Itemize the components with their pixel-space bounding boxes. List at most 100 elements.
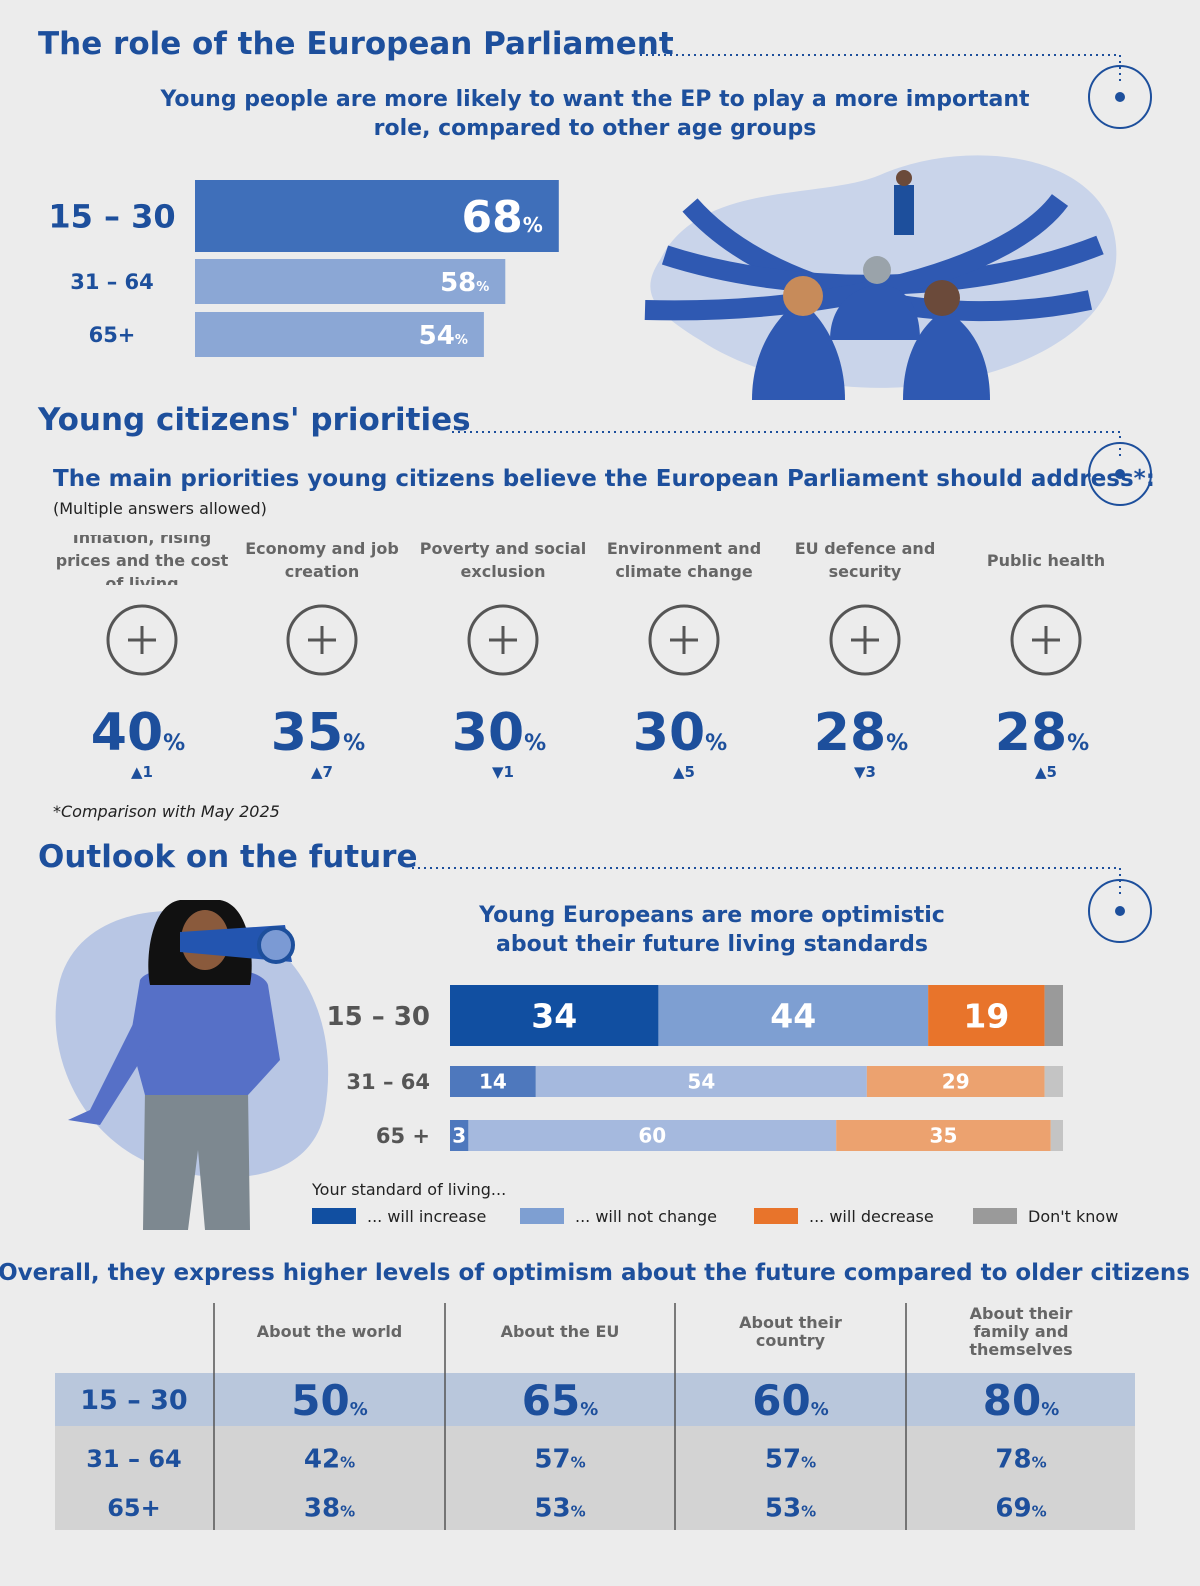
table-value: 80% — [983, 1376, 1060, 1425]
column-header-box: About the world — [257, 1323, 403, 1341]
segment-value: 29 — [942, 1070, 970, 1094]
table-value: 42% — [304, 1444, 355, 1474]
table-value-number: 42 — [304, 1444, 340, 1474]
table-title: Overall, they express higher levels of o… — [0, 1260, 1190, 1286]
priority-icon — [1010, 604, 1082, 676]
icon-shape — [670, 626, 698, 654]
table-value-number: 65 — [522, 1376, 580, 1425]
bar — [195, 180, 559, 252]
column-header-box: About their country — [739, 1313, 842, 1350]
segment-value: 35 — [930, 1124, 958, 1148]
segment-value: 19 — [963, 996, 1009, 1035]
category-label-box: Poverty and social exclusion — [419, 539, 587, 581]
table-value-unit: % — [811, 1399, 829, 1420]
bar-segment — [866, 1066, 1045, 1097]
icon-shape — [1010, 604, 1082, 676]
bar-segment — [450, 1066, 536, 1097]
priority-value: 30% — [633, 703, 727, 763]
segment-value: 3 — [452, 1124, 466, 1148]
bar-value-unit: % — [455, 333, 468, 348]
bar-segment — [928, 985, 1045, 1046]
priority-value-number: 40 — [91, 703, 163, 763]
category-label: 65 + — [376, 1124, 430, 1148]
legend-label: ... will not change — [575, 1207, 717, 1226]
priority-value-number: 30 — [452, 703, 524, 763]
row-label: 31 – 64 — [86, 1445, 182, 1473]
priority-value-unit: % — [705, 731, 727, 756]
table-value-number: 60 — [752, 1376, 810, 1425]
bar-value-unit: % — [523, 213, 543, 237]
ornaments — [412, 54, 1152, 943]
bar-value: 58% — [440, 268, 489, 298]
bar-segment — [658, 985, 929, 1046]
priority-icon — [286, 604, 358, 676]
legend-label: ... will decrease — [809, 1207, 934, 1226]
bar-segment — [535, 1066, 867, 1097]
column-header: About their country — [739, 1313, 842, 1350]
table-value-number: 78 — [995, 1444, 1031, 1474]
chart-subtitle-box: Young Europeans are more optimistic abou… — [479, 903, 945, 957]
priority-change: ▼3 — [854, 763, 876, 781]
priority-value-unit: % — [343, 731, 365, 756]
priority-change: ▲5 — [1035, 763, 1057, 781]
category-label-box: Inflation, rising prices and the cost of… — [55, 535, 229, 585]
table-value-number: 69 — [995, 1493, 1031, 1523]
table-value-number: 80 — [983, 1376, 1041, 1425]
category-label: 31 – 64 — [346, 1070, 430, 1094]
category-label-box: Economy and job creation — [245, 539, 399, 581]
table-value: 38% — [304, 1493, 355, 1523]
row-label: 15 – 30 — [80, 1385, 187, 1416]
priority-icon — [829, 604, 901, 676]
table-value: 65% — [522, 1376, 599, 1425]
bar-value-number: 68 — [462, 192, 523, 243]
icon-shape — [308, 626, 336, 654]
icon-shape — [128, 626, 156, 654]
table-value: 69% — [995, 1493, 1046, 1523]
table-value-number: 53 — [765, 1493, 801, 1523]
category-label: 65+ — [89, 323, 136, 347]
table-value: 60% — [752, 1376, 829, 1425]
table-value-unit: % — [571, 1453, 586, 1471]
category-label: EU defence and security — [794, 539, 936, 581]
priority-value-number: 35 — [271, 703, 343, 763]
legend-label: ... will increase — [367, 1207, 486, 1226]
segment-value: 54 — [687, 1070, 715, 1094]
priority-icon — [467, 604, 539, 676]
category-label: Public health — [986, 550, 1106, 570]
row-bg — [55, 1373, 1135, 1426]
bar-segment — [836, 1120, 1051, 1151]
bar — [195, 312, 484, 357]
priority-change: ▲7 — [311, 763, 333, 781]
icon-shape — [851, 626, 879, 654]
category-label: 15 – 30 — [327, 1002, 430, 1032]
icon-shape — [648, 604, 720, 676]
category-label: Inflation, rising prices and the cost of… — [55, 535, 229, 585]
priority-value: 35% — [271, 703, 365, 763]
column-header-box: About the EU — [500, 1322, 620, 1341]
table-value: 53% — [765, 1493, 816, 1523]
table-value: 57% — [534, 1444, 585, 1474]
row-label: 65+ — [107, 1494, 161, 1522]
chart-note: (Multiple answers allowed) — [53, 499, 267, 518]
ornament-dots — [1115, 92, 1125, 916]
category-label-box: Environment and climate change — [607, 539, 761, 581]
table-value-number: 53 — [534, 1493, 570, 1523]
priority-icon — [106, 604, 178, 676]
icon-shape — [467, 604, 539, 676]
section-title: Young citizens' priorities — [37, 402, 471, 438]
table-value: 50% — [291, 1376, 368, 1425]
woman-illustration — [55, 900, 329, 1230]
bar-value: 54% — [419, 321, 468, 351]
bar-value-number: 58 — [440, 268, 476, 298]
table-value: 53% — [534, 1493, 585, 1523]
column-header: About the EU — [500, 1322, 620, 1341]
table-value-number: 38 — [304, 1493, 340, 1523]
table-value-number: 57 — [765, 1444, 801, 1474]
category-label: Poverty and social exclusion — [419, 539, 587, 581]
category-label-box: EU defence and security — [794, 539, 936, 581]
section-title: The role of the European Parliament — [38, 26, 674, 62]
legend-label: Don't know — [1028, 1207, 1118, 1226]
priority-value-unit: % — [524, 731, 546, 756]
table-value-unit: % — [1032, 1453, 1047, 1471]
priority-change: ▲5 — [673, 763, 695, 781]
